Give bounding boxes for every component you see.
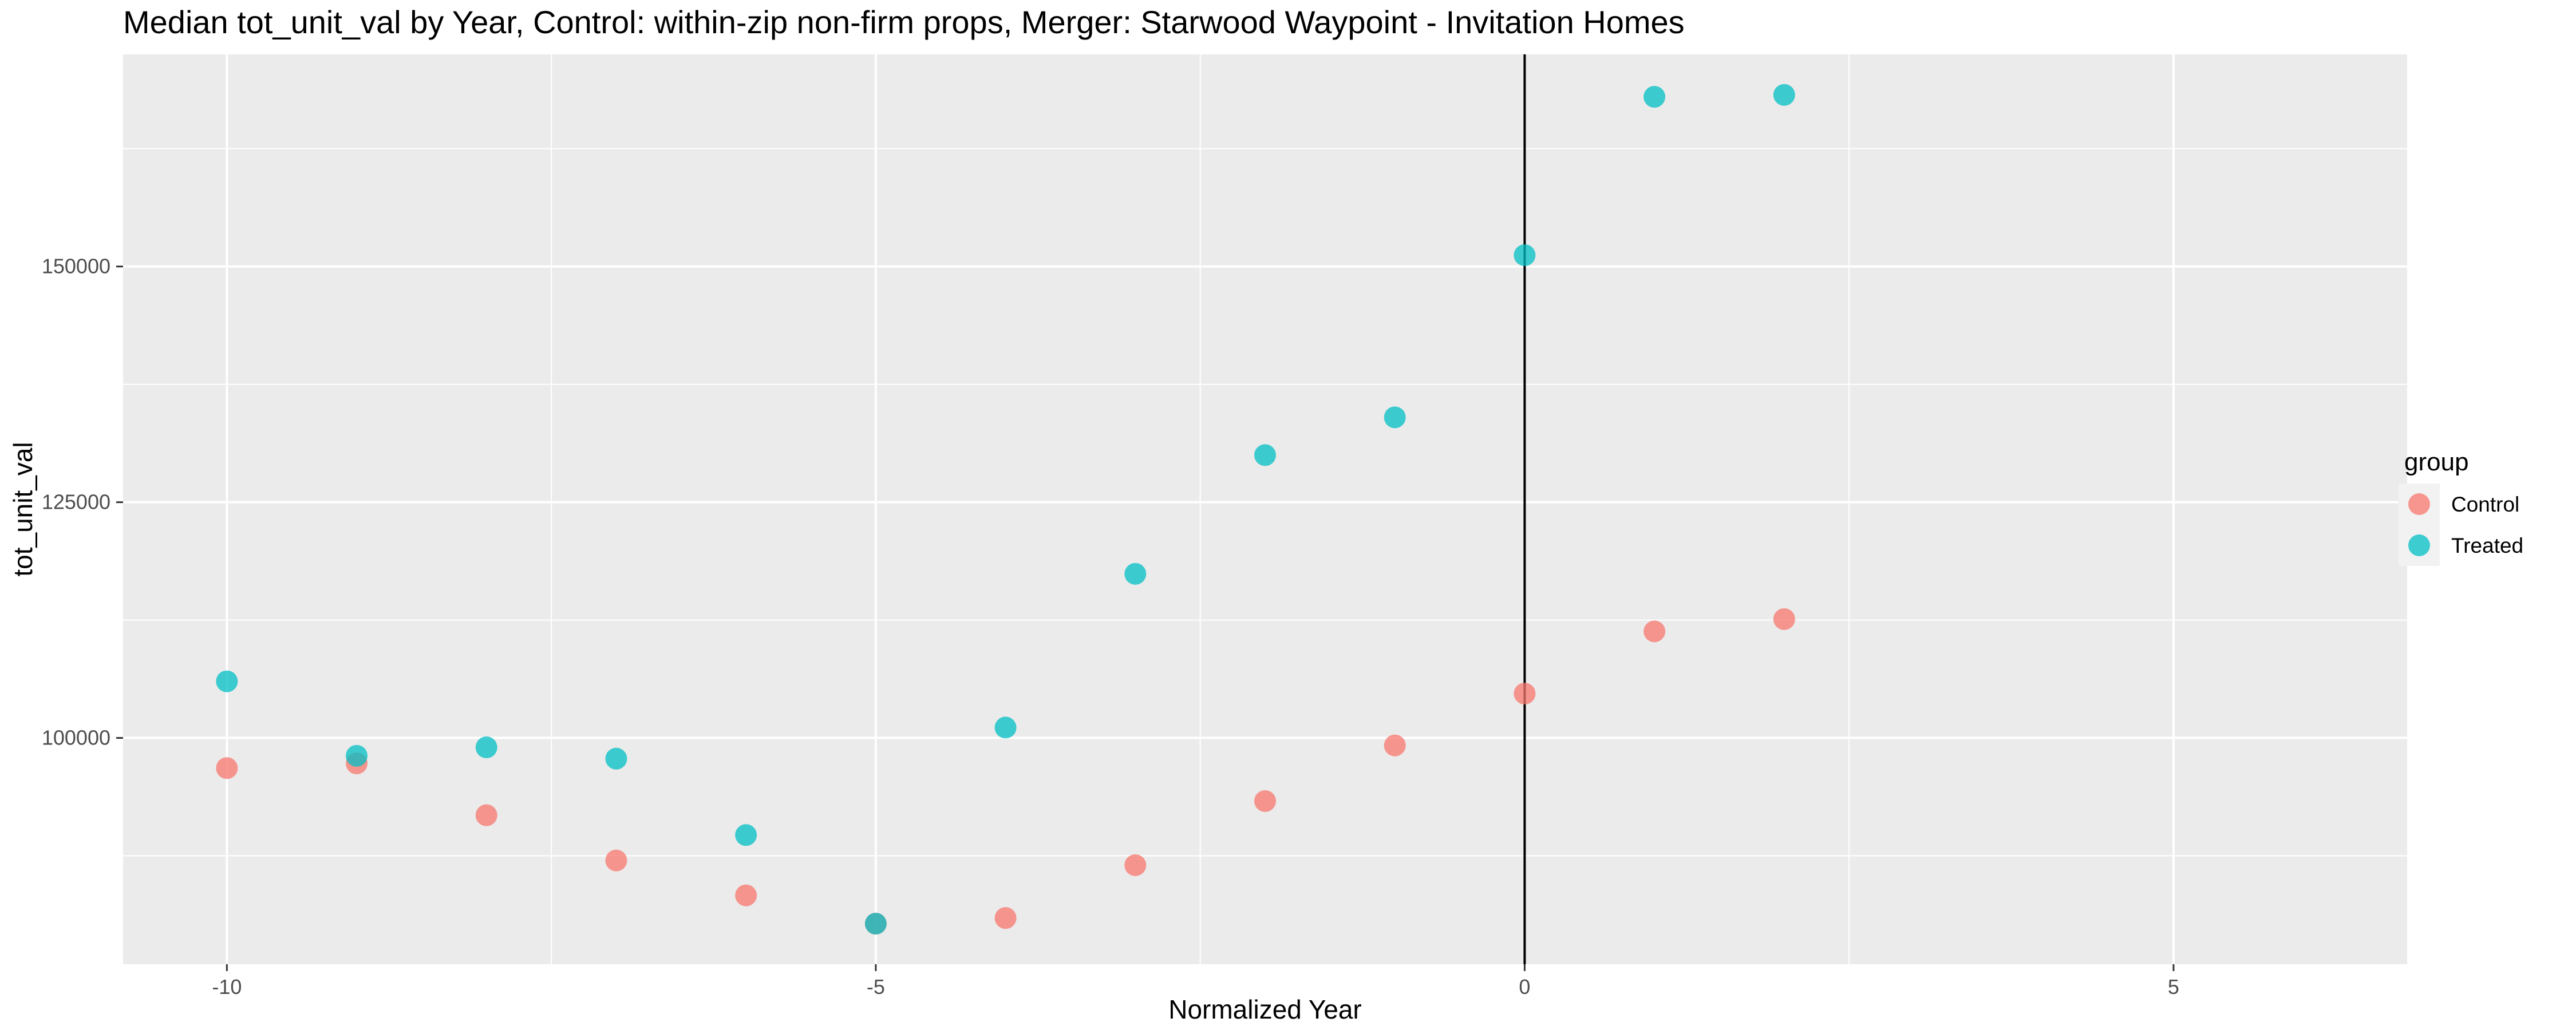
point-treated [1773,84,1795,106]
point-control [1254,790,1276,812]
legend-items: Control Treated [2399,484,2523,566]
legend-title: group [2404,448,2469,476]
point-control [1643,620,1666,643]
point-treated [994,716,1017,739]
axis-ticks [116,266,2175,971]
plot-panel [123,54,2407,964]
data-points [216,84,1795,935]
x-tick-label: 0 [1519,975,1530,999]
legend-label: Control [2451,493,2519,516]
point-treated [1384,406,1406,429]
x-tick-label: 5 [2168,975,2179,999]
y-axis-label: tot_unit_val [8,442,38,576]
y-tick-label: 100000 [42,726,110,750]
point-control [994,907,1017,929]
point-treated [1254,444,1276,466]
x-axis-label: Normalized Year [1168,995,1362,1024]
point-treated [346,744,368,767]
point-control [605,849,627,871]
point-treated [1514,244,1536,266]
y-tick-label: 150000 [42,255,110,278]
point-treated [475,736,497,759]
y-tick-label: 125000 [42,490,110,514]
point-treated [605,747,627,770]
point-control [216,757,238,779]
point-control [1124,854,1147,876]
point-treated [864,913,887,935]
point-control [1773,608,1795,630]
point-control [735,884,757,906]
legend-key-control [2408,493,2430,515]
legend-label: Treated [2451,534,2523,557]
x-tick-label: -10 [212,975,242,999]
legend-key-treated [2408,534,2430,556]
point-treated [1124,562,1147,585]
point-control [1514,683,1536,705]
point-treated [1643,86,1666,108]
x-tick-label: -5 [867,975,885,999]
legend: group Control Treated [2399,448,2523,566]
grid-minor [123,54,2407,964]
point-treated [216,670,238,692]
x-tick-labels: -10 -5 0 5 [212,975,2179,999]
point-treated [735,824,757,846]
point-control [1384,734,1406,756]
point-control [475,804,497,826]
chart-title: Median tot_unit_val by Year, Control: wi… [123,4,1685,40]
y-tick-labels: 100000 125000 150000 [42,255,110,750]
